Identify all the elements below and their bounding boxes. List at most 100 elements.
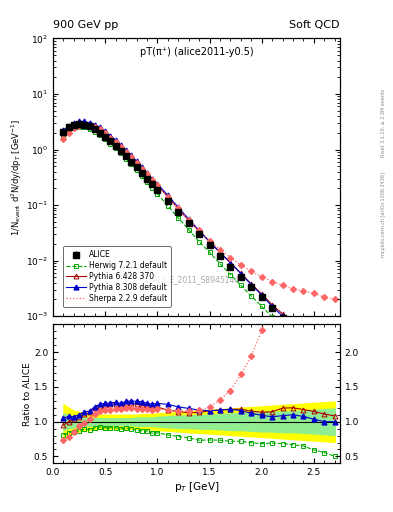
Herwig 7.2.1 default: [239, 282, 243, 288]
Pythia 6.428 370: [92, 122, 97, 128]
Sherpa 2.2.9 default: [249, 268, 253, 274]
Herwig 7.2.1 default: [312, 357, 316, 364]
Sherpa 2.2.9 default: [61, 136, 66, 142]
Sherpa 2.2.9 default: [150, 177, 154, 183]
Pythia 6.428 370: [97, 125, 102, 131]
Sherpa 2.2.9 default: [113, 139, 118, 145]
Herwig 7.2.1 default: [113, 145, 118, 152]
Pythia 6.428 370: [155, 182, 160, 188]
Sherpa 2.2.9 default: [176, 205, 181, 211]
Pythia 8.308 default: [312, 344, 316, 350]
Pythia 6.428 370: [301, 331, 306, 337]
Pythia 6.428 370: [108, 133, 113, 139]
Sherpa 2.2.9 default: [301, 288, 306, 294]
Text: Rivet 3.1.10, ≥ 2.3M events: Rivet 3.1.10, ≥ 2.3M events: [381, 89, 386, 157]
Herwig 7.2.1 default: [228, 271, 233, 278]
Pythia 8.308 default: [129, 153, 134, 159]
Pythia 8.308 default: [207, 239, 212, 245]
Pythia 6.428 370: [291, 321, 296, 327]
Pythia 6.428 370: [312, 342, 316, 348]
Text: Soft QCD: Soft QCD: [290, 20, 340, 30]
Sherpa 2.2.9 default: [108, 135, 113, 141]
Sherpa 2.2.9 default: [92, 124, 97, 130]
Sherpa 2.2.9 default: [186, 217, 191, 223]
Pythia 6.428 370: [119, 142, 123, 148]
Pythia 6.428 370: [66, 124, 71, 131]
Herwig 7.2.1 default: [197, 239, 202, 245]
Herwig 7.2.1 default: [165, 203, 170, 209]
Pythia 8.308 default: [301, 333, 306, 339]
Pythia 6.428 370: [207, 239, 212, 245]
Pythia 8.308 default: [113, 137, 118, 143]
Pythia 8.308 default: [87, 120, 92, 126]
Sherpa 2.2.9 default: [207, 238, 212, 244]
Sherpa 2.2.9 default: [228, 254, 233, 261]
Pythia 8.308 default: [134, 158, 139, 164]
Sherpa 2.2.9 default: [97, 126, 102, 133]
Pythia 6.428 370: [77, 119, 81, 125]
Pythia 6.428 370: [322, 352, 327, 358]
Text: ALICE_2011_S8945144: ALICE_2011_S8945144: [153, 275, 240, 285]
Herwig 7.2.1 default: [129, 161, 134, 167]
Sherpa 2.2.9 default: [332, 296, 337, 303]
Pythia 8.308 default: [270, 303, 274, 309]
Pythia 8.308 default: [197, 227, 202, 233]
Pythia 6.428 370: [239, 270, 243, 276]
Sherpa 2.2.9 default: [66, 131, 71, 137]
Herwig 7.2.1 default: [270, 314, 274, 320]
Pythia 8.308 default: [165, 192, 170, 198]
Herwig 7.2.1 default: [155, 190, 160, 197]
Pythia 8.308 default: [280, 313, 285, 319]
Pythia 6.428 370: [270, 302, 274, 308]
Y-axis label: Ratio to ALICE: Ratio to ALICE: [24, 362, 33, 426]
Sherpa 2.2.9 default: [291, 286, 296, 292]
Y-axis label: 1/N$_{\rm event}$ d$^2$N/dy/dp$_T$ [GeV$^{-1}$]: 1/N$_{\rm event}$ d$^2$N/dy/dp$_T$ [GeV$…: [10, 119, 24, 236]
Line: Pythia 6.428 370: Pythia 6.428 370: [61, 120, 337, 368]
Pythia 6.428 370: [113, 137, 118, 143]
Sherpa 2.2.9 default: [239, 262, 243, 268]
Sherpa 2.2.9 default: [145, 172, 149, 178]
Pythia 6.428 370: [218, 249, 222, 255]
Herwig 7.2.1 default: [322, 369, 327, 375]
Herwig 7.2.1 default: [249, 293, 253, 299]
Sherpa 2.2.9 default: [119, 144, 123, 150]
Pythia 8.308 default: [155, 181, 160, 187]
Herwig 7.2.1 default: [140, 173, 144, 179]
Pythia 8.308 default: [239, 271, 243, 277]
Herwig 7.2.1 default: [207, 249, 212, 255]
Herwig 7.2.1 default: [145, 179, 149, 185]
Herwig 7.2.1 default: [82, 124, 87, 131]
Sherpa 2.2.9 default: [155, 182, 160, 188]
Herwig 7.2.1 default: [92, 129, 97, 135]
Sherpa 2.2.9 default: [87, 122, 92, 129]
Pythia 6.428 370: [197, 228, 202, 234]
Pythia 6.428 370: [124, 147, 129, 154]
Herwig 7.2.1 default: [280, 324, 285, 330]
Pythia 6.428 370: [82, 119, 87, 125]
Sherpa 2.2.9 default: [165, 194, 170, 200]
Pythia 8.308 default: [332, 364, 337, 370]
Sherpa 2.2.9 default: [322, 294, 327, 300]
Pythia 6.428 370: [150, 176, 154, 182]
Pythia 6.428 370: [332, 362, 337, 369]
Pythia 8.308 default: [249, 282, 253, 288]
Pythia 8.308 default: [108, 133, 113, 139]
Pythia 8.308 default: [228, 260, 233, 266]
Herwig 7.2.1 default: [103, 136, 108, 142]
Pythia 6.428 370: [72, 121, 76, 127]
Sherpa 2.2.9 default: [259, 274, 264, 280]
Pythia 8.308 default: [103, 128, 108, 134]
Pythia 8.308 default: [97, 124, 102, 131]
Herwig 7.2.1 default: [87, 126, 92, 133]
Pythia 6.428 370: [103, 129, 108, 135]
Pythia 8.308 default: [186, 216, 191, 222]
Text: 900 GeV pp: 900 GeV pp: [53, 20, 118, 30]
Herwig 7.2.1 default: [119, 151, 123, 157]
Sherpa 2.2.9 default: [72, 125, 76, 132]
Pythia 6.428 370: [129, 153, 134, 159]
Herwig 7.2.1 default: [124, 156, 129, 162]
Pythia 8.308 default: [66, 122, 71, 129]
Herwig 7.2.1 default: [97, 132, 102, 138]
X-axis label: p$_T$ [GeV]: p$_T$ [GeV]: [174, 480, 219, 494]
Line: Pythia 8.308 default: Pythia 8.308 default: [61, 119, 337, 370]
